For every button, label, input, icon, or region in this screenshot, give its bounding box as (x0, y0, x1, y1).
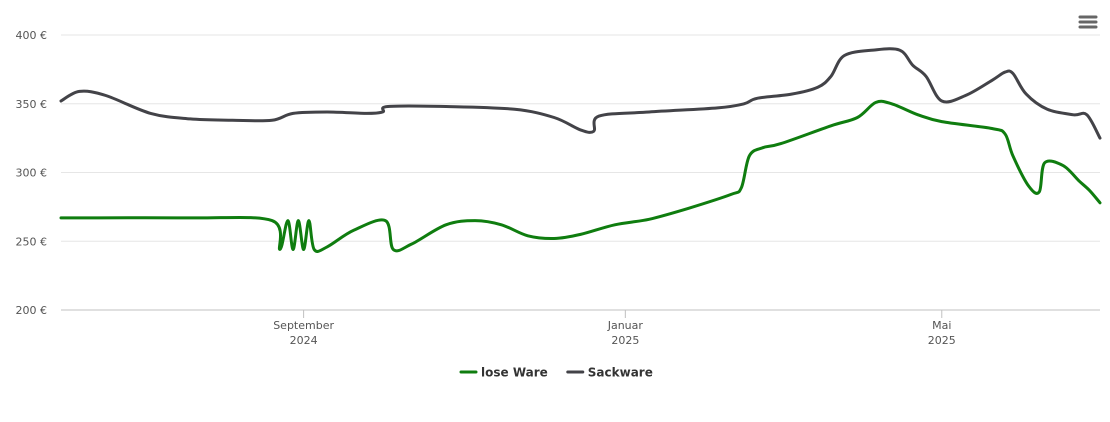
legend: lose Ware Sackware (459, 366, 653, 380)
legend-label: lose Ware (481, 366, 548, 380)
legend-item-sackware[interactable]: Sackware (566, 366, 653, 380)
legend-item-lose-ware[interactable]: lose Ware (459, 366, 548, 380)
y-tick-label: 400 € (16, 29, 48, 42)
x-tick-label: Mai (932, 319, 951, 332)
chart-menu-button[interactable] (1078, 15, 1098, 29)
x-tick-label-year: 2025 (928, 334, 956, 347)
y-tick-label: 200 € (16, 304, 48, 317)
series-line-lose-ware[interactable] (59, 99, 1102, 253)
x-tick-label: September (273, 319, 334, 332)
hamburger-menu-icon (1078, 15, 1098, 29)
legend-label: Sackware (588, 366, 653, 380)
y-tick-label: 350 € (16, 98, 48, 111)
y-tick-label: 300 € (16, 167, 48, 180)
grid-lines (61, 34, 1100, 242)
x-tick-label: Januar (607, 319, 644, 332)
x-tick-label-year: 2025 (611, 334, 639, 347)
series-lines (59, 47, 1102, 253)
x-tick-label-year: 2024 (290, 334, 318, 347)
x-axis-ticks: September 2024 Januar 2025 Mai 2025 (273, 310, 956, 347)
y-axis-labels: 200 € 250 € 300 € 350 € 400 € (16, 29, 48, 317)
y-tick-label: 250 € (16, 235, 48, 248)
series-line-sackware[interactable] (59, 47, 1102, 140)
